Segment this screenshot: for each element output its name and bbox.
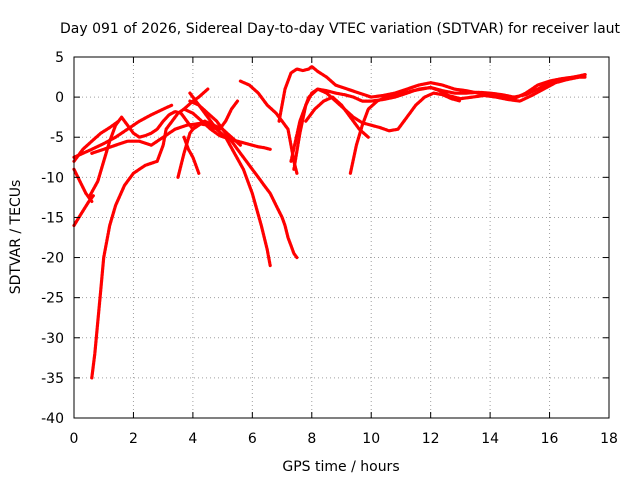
chart-title: Day 091 of 2026, Sidereal Day-to-day VTE… (60, 21, 621, 37)
data-series (72, 64, 587, 380)
x-tick-label: 16 (541, 431, 559, 447)
x-tick-label: 8 (307, 431, 316, 447)
x-tick-label: 14 (481, 431, 499, 447)
x-tick-label: 0 (70, 431, 79, 447)
x-tick-label: 18 (600, 431, 618, 447)
x-tick-label: 12 (422, 431, 440, 447)
axis-ticks (73, 56, 610, 419)
x-tick-label: 2 (129, 431, 138, 447)
y-tick-label: -5 (50, 130, 64, 146)
y-tick-label: -15 (41, 210, 64, 226)
plot-frame (73, 56, 610, 419)
y-tick-label: -40 (41, 411, 64, 427)
y-tick-label: -35 (41, 371, 64, 387)
series-track-10 (182, 135, 201, 175)
series-track-18 (304, 95, 370, 139)
x-tick-labels: 0 2 4 6 8 10 12 14 16 18 (70, 431, 618, 447)
x-tick-label: 6 (248, 431, 257, 447)
series-track-9 (182, 107, 272, 151)
y-tick-labels: -40 -35 -30 -25 -20 -15 -10 -5 0 5 (41, 50, 64, 427)
series-track-5 (72, 103, 174, 159)
x-tick-label: 10 (362, 431, 380, 447)
series-track-16 (292, 87, 462, 171)
grid-lines (74, 57, 609, 418)
y-tick-label: -30 (41, 331, 64, 347)
series-track-6 (87, 109, 207, 199)
series-track-1 (72, 119, 121, 163)
y-axis-label: SDTVAR / TECUs (8, 180, 24, 295)
y-tick-label: -25 (41, 291, 64, 307)
y-tick-label: 0 (55, 90, 64, 106)
x-axis-label: GPS time / hours (282, 459, 399, 475)
y-tick-label: 5 (55, 50, 64, 66)
series-track-17 (348, 75, 587, 175)
x-tick-label: 4 (188, 431, 197, 447)
y-tick-label: -10 (41, 170, 64, 186)
y-tick-label: -20 (41, 251, 64, 267)
series-track-12 (188, 99, 299, 260)
